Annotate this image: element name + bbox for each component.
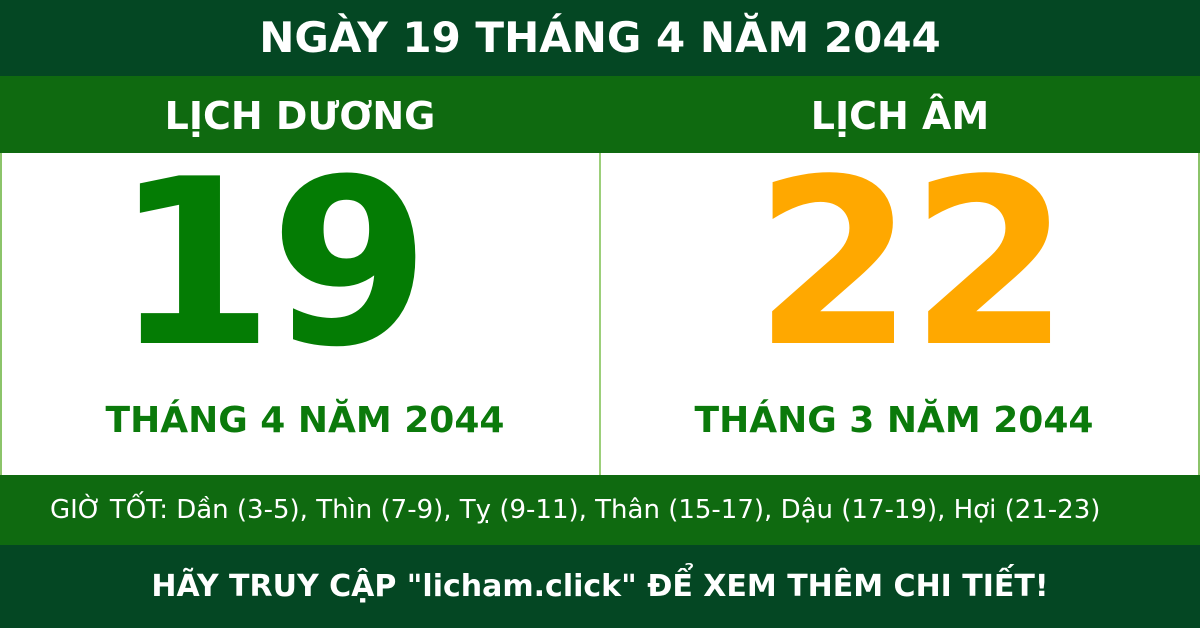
- page-title: NGÀY 19 THÁNG 4 NĂM 2044: [0, 0, 1200, 76]
- footer-cta: HÃY TRUY CẬP "licham.click" ĐỂ XEM THÊM …: [0, 545, 1200, 628]
- solar-label: LỊCH DƯƠNG: [164, 94, 436, 138]
- solar-month-year: THÁNG 4 NĂM 2044: [105, 400, 505, 441]
- lunar-label: LỊCH ÂM: [810, 94, 990, 138]
- lunar-month-year: THÁNG 3 NĂM 2044: [694, 400, 1094, 441]
- divider: [599, 153, 601, 475]
- calendar-labels: LỊCH DƯƠNG LỊCH ÂM: [0, 76, 1200, 153]
- solar-day: 19: [113, 131, 430, 398]
- good-hours: GIỜ TỐT: Dần (3-5), Thìn (7-9), Tỵ (9-11…: [0, 475, 1200, 545]
- lunar-day: 22: [753, 131, 1070, 398]
